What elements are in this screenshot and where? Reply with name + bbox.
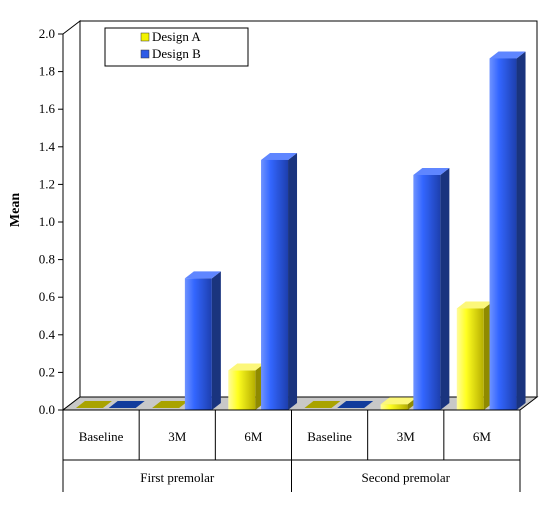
bar-design-b bbox=[184, 271, 221, 410]
bars-layer bbox=[75, 51, 526, 410]
legend: Design A Design B bbox=[104, 27, 249, 67]
side-wall bbox=[62, 19, 81, 412]
bar-side bbox=[516, 51, 526, 410]
bar-design-a bbox=[456, 301, 493, 410]
x-tick-label: 3M bbox=[397, 429, 416, 444]
bar-design-b bbox=[261, 152, 298, 410]
bar-design-b bbox=[108, 401, 145, 408]
legend-box bbox=[104, 27, 249, 67]
bar-side bbox=[440, 168, 450, 410]
bar-flat bbox=[152, 401, 189, 408]
bar-side bbox=[288, 152, 298, 410]
bar-top bbox=[261, 152, 298, 160]
group-label: Second premolar bbox=[362, 470, 451, 485]
y-tick-label: 1.8 bbox=[39, 64, 55, 79]
bar-design-b bbox=[337, 401, 374, 408]
y-tick-label: 1.4 bbox=[39, 139, 56, 154]
y-tick-label: 0.2 bbox=[39, 364, 55, 379]
bar-top bbox=[228, 363, 265, 371]
y-axis-ticks: 0.0 0.2 0.4 0.6 0.8 1.0 1.2 1.4 1.6 1.8 2.0 bbox=[39, 26, 64, 417]
bar-front bbox=[489, 58, 517, 410]
bar-front bbox=[261, 159, 289, 410]
bar-design-a bbox=[152, 401, 189, 408]
x-tick-label: Baseline bbox=[307, 429, 352, 444]
x-tick-label: 3M bbox=[168, 429, 187, 444]
bar-top bbox=[456, 301, 493, 309]
bar-flat bbox=[304, 401, 341, 408]
bar-flat bbox=[337, 401, 374, 408]
bar-top bbox=[184, 271, 221, 279]
group-label: First premolar bbox=[140, 470, 215, 485]
legend-swatch bbox=[140, 49, 150, 59]
legend-label: Design B bbox=[152, 46, 201, 61]
bar-front bbox=[380, 404, 408, 410]
y-tick-label: 0.8 bbox=[39, 252, 55, 267]
bar-design-b bbox=[489, 51, 526, 410]
y-tick-label: 1.6 bbox=[39, 101, 56, 116]
bar-front bbox=[184, 278, 212, 410]
y-tick-label: 0.4 bbox=[39, 327, 56, 342]
y-axis-label: Mean bbox=[8, 193, 23, 227]
bar-flat bbox=[108, 401, 145, 408]
bar-design-a bbox=[75, 401, 112, 408]
bar-front bbox=[413, 175, 441, 410]
legend-swatch bbox=[140, 32, 150, 42]
bar-side bbox=[211, 271, 221, 410]
bar-top bbox=[413, 168, 450, 175]
bar-top bbox=[380, 397, 417, 405]
y-tick-label: 0.6 bbox=[39, 289, 56, 304]
bar-front bbox=[228, 370, 256, 410]
legend-label: Design A bbox=[152, 29, 201, 44]
y-tick-label: 1.0 bbox=[39, 214, 55, 229]
y-tick-label: 2.0 bbox=[39, 26, 55, 41]
bar-flat bbox=[75, 401, 112, 408]
category-table: Baseline 3M 6M Baseline 3M 6M First premolar Se… bbox=[62, 409, 521, 492]
bar-design-a bbox=[304, 401, 341, 408]
bar-front bbox=[456, 308, 484, 410]
bar-design-b bbox=[413, 168, 450, 410]
x-tick-label: Baseline bbox=[79, 429, 124, 444]
x-tick-label: 6M bbox=[244, 429, 263, 444]
y-tick-label: 1.2 bbox=[39, 176, 55, 191]
bar-design-a bbox=[228, 363, 265, 410]
x-tick-label: 6M bbox=[473, 429, 492, 444]
y-tick-label: 0.0 bbox=[39, 402, 55, 417]
bar-top bbox=[489, 51, 526, 59]
